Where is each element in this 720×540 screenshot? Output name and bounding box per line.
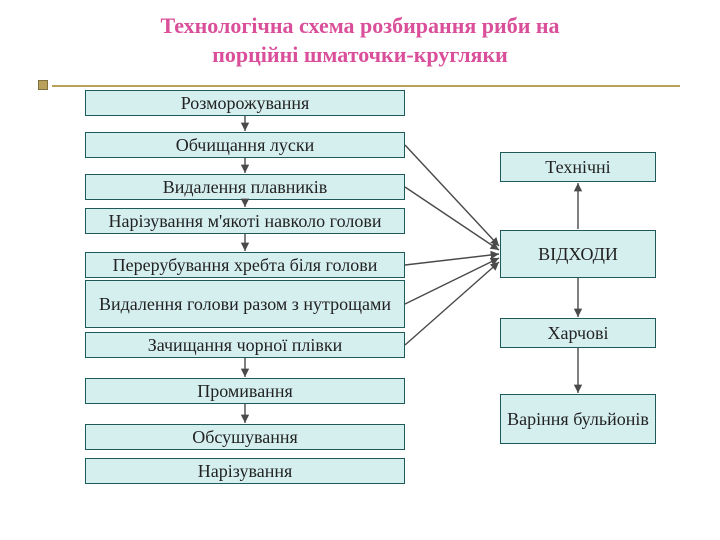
process-step-b7: Зачищання чорної плівки (85, 332, 405, 358)
process-step-b1: Розморожування (85, 90, 405, 116)
process-step-b3: Видалення плавників (85, 174, 405, 200)
title-line-1: Технологічна схема розбирання риби на (160, 13, 559, 38)
waste-box-r3: Харчові (500, 318, 656, 348)
process-step-b4: Нарізування м'якоті навколо голови (85, 208, 405, 234)
waste-box-r1: Технічні (500, 152, 656, 182)
process-step-b5: Перерубування хребта біля голови (85, 252, 405, 278)
process-step-b10: Нарізування (85, 458, 405, 484)
process-step-b2: Обчищання луски (85, 132, 405, 158)
page-title: Технологічна схема розбирання риби на по… (0, 12, 720, 69)
process-step-b9: Обсушування (85, 424, 405, 450)
process-step-b6: Видалення голови разом з нутрощами (85, 280, 405, 328)
waste-box-r2: ВІДХОДИ (500, 230, 656, 278)
title-line-2: порційні шматочки-кругляки (212, 42, 508, 67)
title-rule (52, 85, 680, 87)
process-step-b8: Промивання (85, 378, 405, 404)
bullet-icon (38, 80, 48, 90)
waste-box-r4: Варіння бульйонів (500, 394, 656, 444)
